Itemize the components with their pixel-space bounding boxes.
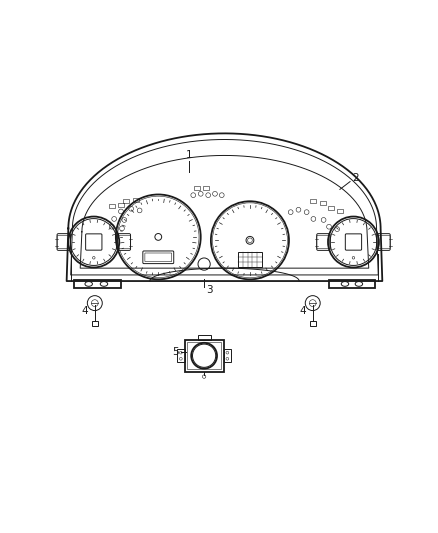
Text: 5: 5 [172, 348, 179, 357]
Text: 1: 1 [186, 150, 192, 160]
Bar [310, 199, 316, 203]
Bar [118, 203, 124, 207]
Bar [320, 201, 326, 205]
Text: 3: 3 [206, 285, 212, 295]
Bar [123, 199, 129, 203]
Text: 4: 4 [299, 305, 306, 316]
Bar [337, 209, 343, 213]
Bar [187, 342, 221, 369]
Text: 4: 4 [81, 305, 88, 316]
Bar [194, 187, 200, 190]
Bar [133, 198, 139, 201]
Bar [92, 321, 98, 326]
Bar [238, 253, 262, 267]
Bar [329, 280, 374, 288]
Bar [184, 340, 224, 372]
Bar [203, 185, 209, 190]
Bar [198, 335, 211, 340]
Bar [74, 280, 121, 288]
Bar [224, 349, 231, 362]
Bar [310, 321, 316, 326]
Bar [328, 206, 335, 210]
Bar [109, 204, 115, 208]
Text: 2: 2 [352, 173, 358, 183]
Bar [177, 349, 184, 362]
